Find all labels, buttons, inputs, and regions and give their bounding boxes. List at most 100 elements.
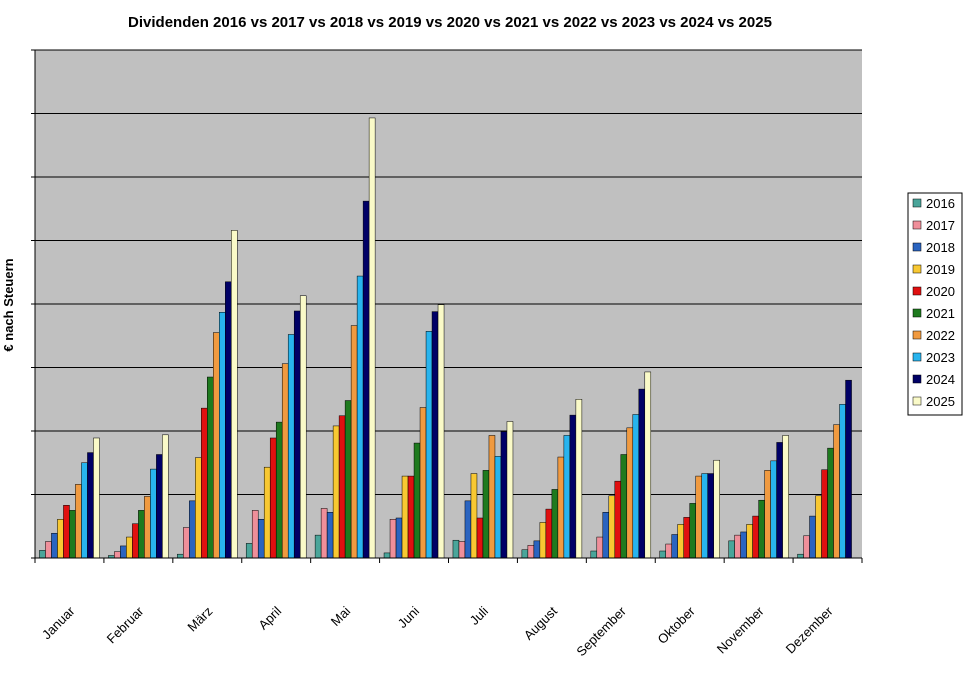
bar-2024-juni xyxy=(431,311,439,559)
bar-2016-mai xyxy=(314,534,322,559)
bar-2019-november xyxy=(746,524,753,559)
legend-label-2024: 2024 xyxy=(926,372,955,387)
legend-swatch-2017 xyxy=(912,220,922,230)
bar-2021-august xyxy=(551,489,559,559)
bar-2019-mai xyxy=(332,425,340,559)
bar-2016-dezember xyxy=(797,553,804,559)
bar-2019-märz xyxy=(195,457,202,559)
bar-2025-märz xyxy=(231,230,238,559)
x-tick-labels: Januar Februar März April Mai Juni Juli August S… xyxy=(39,603,836,659)
bar-2019-april xyxy=(263,466,271,559)
legend-label-2022: 2022 xyxy=(926,328,955,343)
bar-2025-januar xyxy=(93,437,100,559)
x-tick-label: September xyxy=(573,603,629,659)
bar-2020-märz xyxy=(201,407,208,559)
bar-2016-juni xyxy=(383,552,391,559)
bar-2024-oktober xyxy=(707,473,714,559)
bar-2020-juni xyxy=(407,475,415,559)
bar-2020-september xyxy=(614,480,622,559)
bar-2025-juni xyxy=(437,304,445,559)
bar-2023-september xyxy=(632,414,640,559)
bar-2022-juni xyxy=(419,407,427,559)
bar-2016-april xyxy=(245,543,253,559)
bar-2018-september xyxy=(602,512,610,559)
bar-2024-november xyxy=(776,442,783,559)
x-tick-label: Februar xyxy=(104,603,147,646)
bar-2024-juli xyxy=(500,431,508,559)
bar-2021-februar xyxy=(138,510,145,559)
bar-2018-februar xyxy=(120,545,127,559)
bar-2017-juni xyxy=(389,519,397,559)
bar-2025-april xyxy=(299,295,307,559)
bar-2021-april xyxy=(275,421,283,559)
bar-2025-juli xyxy=(506,421,514,559)
bar-2025-februar xyxy=(162,434,169,559)
x-tick-label: Oktober xyxy=(655,603,699,647)
bar-2021-november xyxy=(758,499,765,559)
legend-label-2021: 2021 xyxy=(926,306,955,321)
legend-swatch-2024 xyxy=(912,374,922,384)
bar-2022-august xyxy=(557,456,565,559)
bar-2020-januar xyxy=(63,505,70,559)
bar-2023-november xyxy=(770,460,777,559)
bar-2020-juli xyxy=(476,517,484,559)
bar-2022-februar xyxy=(144,496,151,559)
bar-2019-februar xyxy=(126,536,133,559)
x-tick-label: März xyxy=(184,604,215,635)
y-axis-label: € nach Steuern xyxy=(1,258,16,351)
legend-label-2018: 2018 xyxy=(926,240,955,255)
bar-2020-oktober xyxy=(683,517,690,559)
x-tick-label: Juli xyxy=(467,603,491,627)
bar-2016-januar xyxy=(39,550,46,559)
bar-2021-oktober xyxy=(689,503,696,559)
bar-2023-dezember xyxy=(839,404,846,559)
bar-2022-dezember xyxy=(833,424,840,559)
bar-2017-november xyxy=(734,534,741,559)
bar-2024-dezember xyxy=(845,379,852,559)
bar-2022-april xyxy=(281,363,289,559)
bar-2018-august xyxy=(533,540,541,559)
bar-2016-august xyxy=(521,549,529,559)
bar-2019-august xyxy=(539,522,547,559)
bar-2023-juli xyxy=(494,456,502,559)
legend-label-2025: 2025 xyxy=(926,394,955,409)
bar-2018-mai xyxy=(326,512,334,559)
bar-2018-dezember xyxy=(809,515,816,559)
bar-2017-februar xyxy=(114,551,121,559)
bar-2023-märz xyxy=(219,312,226,559)
bar-2024-august xyxy=(569,414,577,559)
bar-2021-september xyxy=(620,454,628,559)
bar-2019-dezember xyxy=(815,495,822,559)
bar-2018-oktober xyxy=(671,534,678,559)
bar-2019-juni xyxy=(401,475,409,559)
legend-label-2019: 2019 xyxy=(926,262,955,277)
bar-2022-juli xyxy=(488,435,496,559)
legend-swatch-2023 xyxy=(912,352,922,362)
bar-2017-dezember xyxy=(803,535,810,559)
gridlines xyxy=(35,49,862,495)
bar-2022-oktober xyxy=(695,475,702,559)
bar-2021-märz xyxy=(207,376,214,559)
bar-2025-oktober xyxy=(713,459,720,559)
legend-swatch-2019 xyxy=(912,264,922,274)
bar-2017-august xyxy=(527,545,535,559)
bar-2017-oktober xyxy=(665,543,672,559)
legend-swatch-2025 xyxy=(912,396,922,406)
bar-2022-märz xyxy=(213,332,220,559)
bar-2018-januar xyxy=(51,532,58,559)
bar-2020-april xyxy=(269,437,277,559)
bar-2023-april xyxy=(287,334,295,559)
bar-2018-november xyxy=(740,531,747,559)
bar-2021-juli xyxy=(482,470,490,559)
bar-2017-september xyxy=(596,536,604,559)
bar-2019-september xyxy=(608,495,616,559)
chart-title: Dividenden 2016 vs 2017 vs 2018 vs 2019 … xyxy=(128,14,772,31)
bar-2021-mai xyxy=(344,400,352,559)
bar-2017-januar xyxy=(45,541,52,559)
bar-2024-januar xyxy=(87,452,94,559)
legend-swatch-2018 xyxy=(912,242,922,252)
bar-2025-november xyxy=(782,435,789,559)
bar-2024-februar xyxy=(156,454,163,559)
legend-label-2020: 2020 xyxy=(926,284,955,299)
legend-swatch-2016 xyxy=(912,198,922,208)
